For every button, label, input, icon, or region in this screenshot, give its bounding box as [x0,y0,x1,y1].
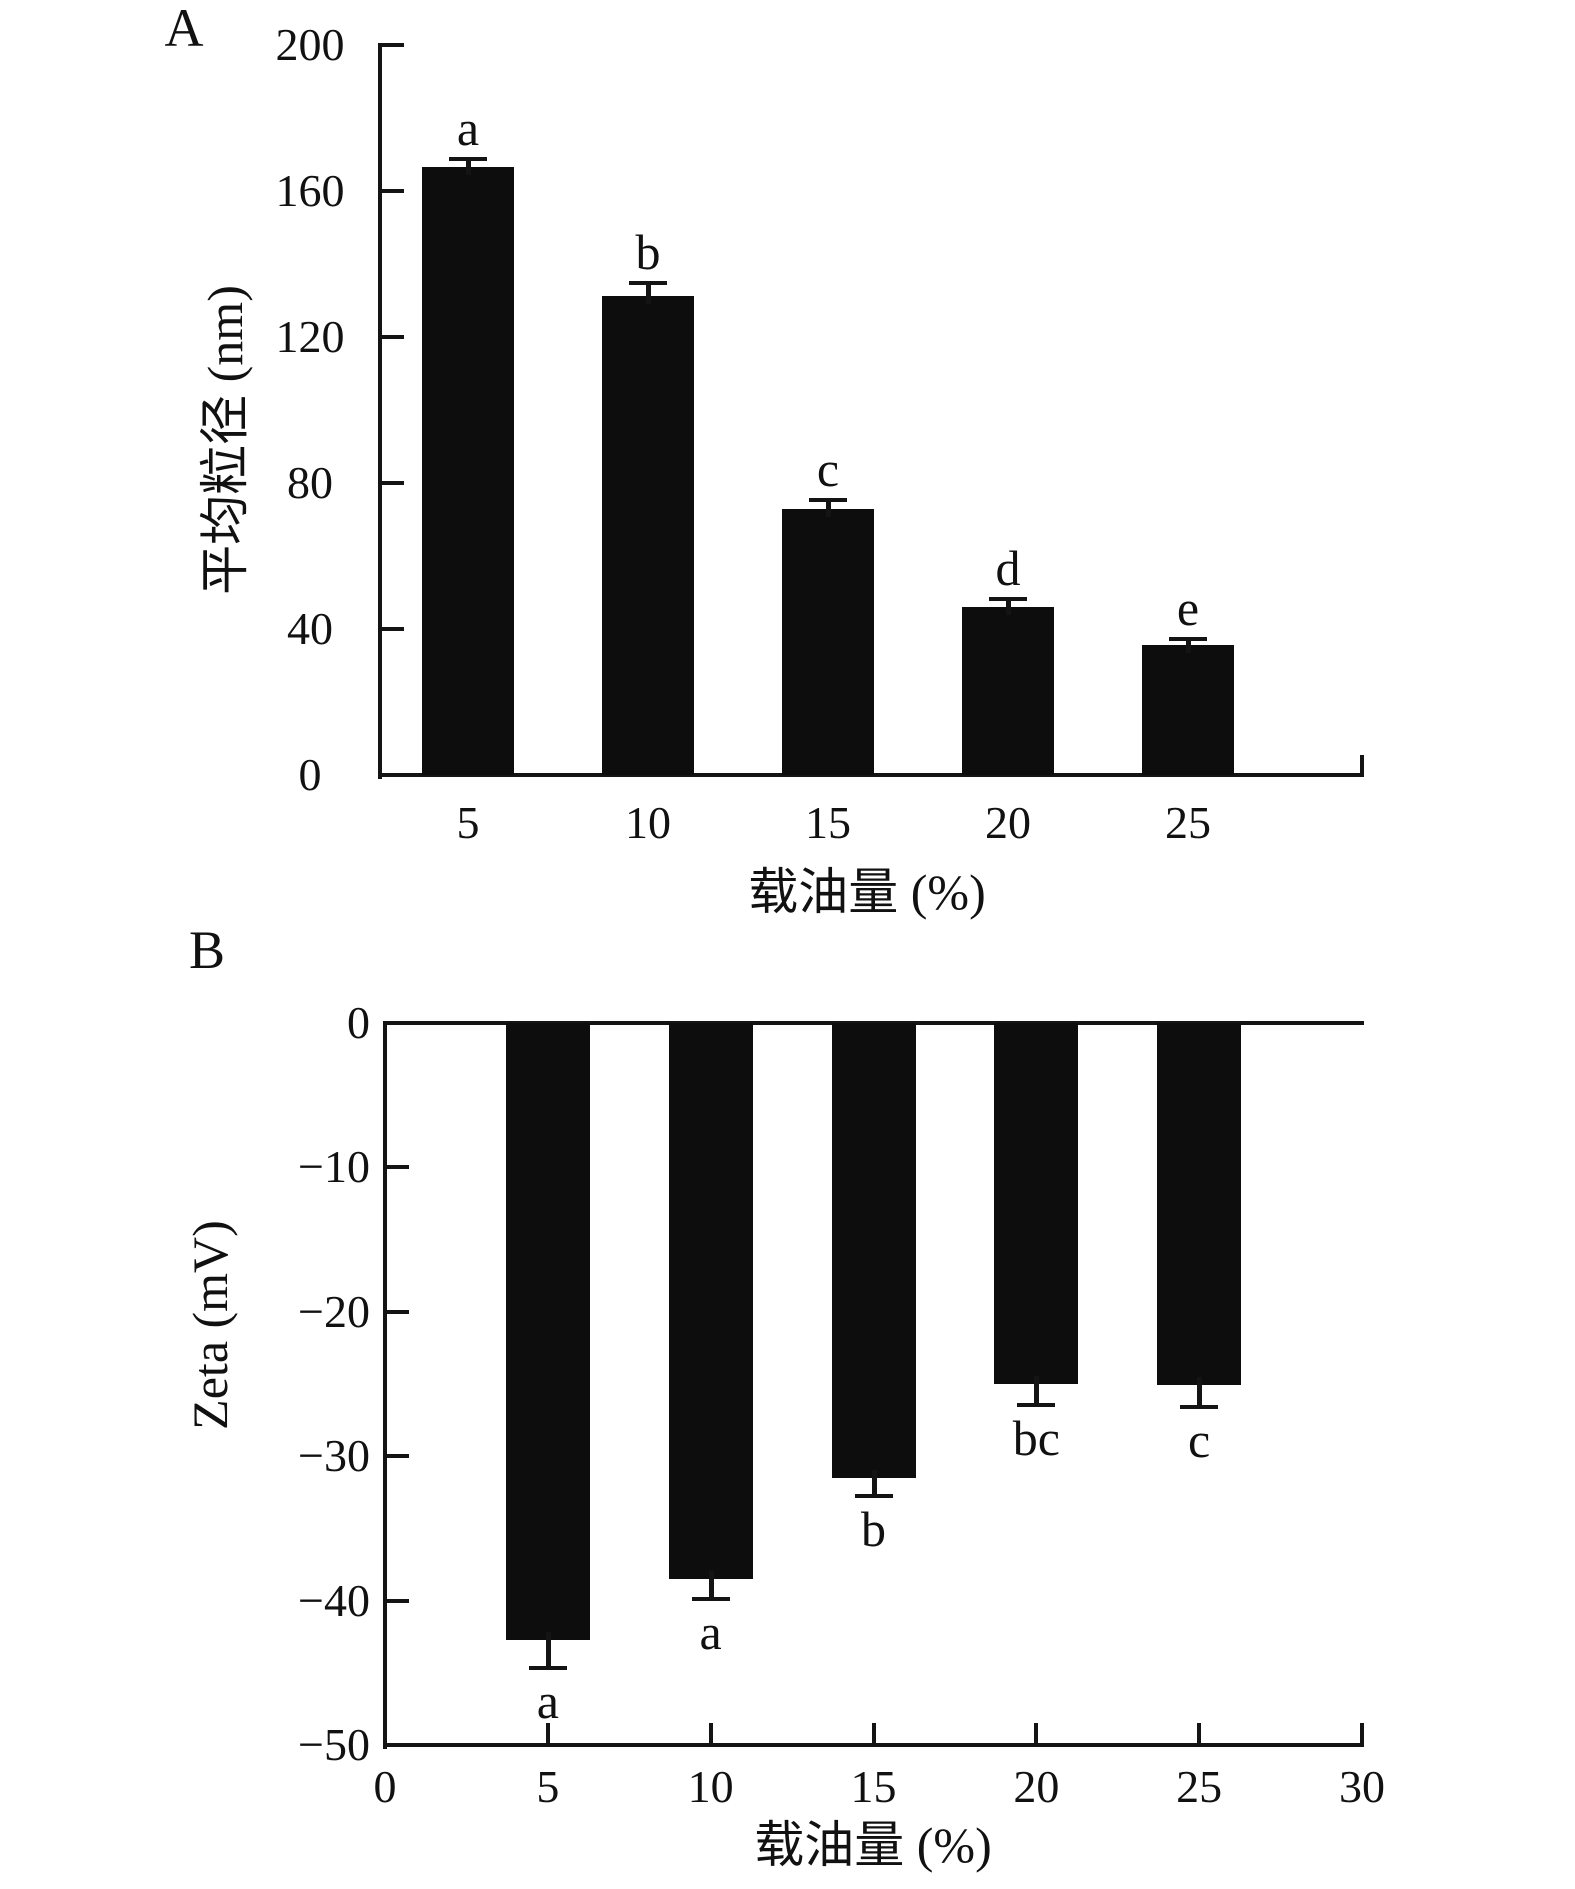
panel-b-x-axis [383,1743,1364,1747]
panel-b-error-cap [691,1596,730,1601]
panel-a-sig-letter: a [456,100,480,157]
panel-b-error-stem [708,1570,714,1598]
panel-a-y-tick-label: 160 [275,165,345,216]
panel-b-y-tick [387,1309,409,1314]
panel-a-bar [422,166,514,775]
panel-b-error-cap [1180,1404,1219,1409]
panel-b-y-tick-label: −20 [298,1285,370,1337]
panel-b-y-axis-title: Zeta (mV) [182,1220,238,1430]
panel-b-x-tick-label: 5 [536,1761,560,1812]
panel-b-sig-letter: a [699,1603,722,1660]
panel-a-error-cap [809,497,847,502]
panel-b-error-cap [854,1494,893,1499]
panel-b-y-tick [387,1454,409,1459]
panel-a-y-tick [382,335,404,339]
panel-b-x-tick-label: 25 [1176,1761,1223,1812]
panel-a-y-axis [378,43,382,779]
panel-a-x-tick-label: 15 [805,797,851,848]
panel-a-y-tick-label: 40 [287,603,333,654]
panel-a-x-axis [378,773,1364,777]
panel-b-bar [831,1023,916,1478]
panel-a-bar [782,508,874,775]
panel-a-error-cap [449,157,487,162]
panel-a-y-tick-label: 80 [287,457,333,508]
panel-a-x-tick-label: 25 [1165,797,1211,848]
panel-a-sig-letter: b [635,223,661,280]
panel-b-y-tick-label: −10 [298,1141,370,1193]
panel-a-error-stem [646,283,651,304]
panel-b-error-cap [528,1666,567,1671]
panel-a-y-tick [382,481,404,485]
panel-b-x-tick [708,1723,713,1743]
panel-a-y-tick-label: 120 [275,311,345,362]
panel-a-x-tick-label: 20 [985,797,1031,848]
panel-a-sig-letter: d [995,540,1021,597]
panel-b-error-stem [1034,1376,1040,1405]
panel-b-bar [505,1023,590,1640]
panel-b-letter: B [188,920,226,980]
panel-a-error-cap [989,597,1027,602]
panel-b-error-stem [871,1469,877,1496]
panel-b-sig-letter: b [861,1501,886,1558]
panel-a-sig-letter: c [816,440,840,497]
panel-b-error-cap [1017,1403,1056,1408]
panel-b-y-tick-label: 0 [347,997,370,1048]
panel-b-bar [994,1023,1079,1384]
panel-b-y-tick-label: −30 [298,1430,370,1482]
panel-a-bar [1142,645,1234,775]
panel-a-bar [962,607,1054,775]
panel-a-error-stem [1186,639,1191,654]
panel-a-y-tick [382,189,404,193]
panel-a-y-tick [382,627,404,631]
panel-a-error-stem [1006,600,1011,616]
panel-b-x-tick [1034,1723,1039,1743]
panel-b-x-axis-title: 载油量 (%) [754,1817,992,1873]
panel-a-bar [602,295,694,775]
panel-a-sig-letter: e [1176,579,1200,636]
panel-a-error-stem [826,500,831,517]
panel-a-y-axis-title: 平均粒径 (nm) [197,285,253,595]
panel-b-sig-letter: bc [1012,1410,1060,1467]
panel-b-y-tick-label: −50 [298,1719,370,1770]
panel-b-bar [1157,1023,1242,1386]
panel-a-error-stem [466,160,471,175]
panel-b-y-axis [383,1021,387,1749]
panel-b-x-tick-label: 0 [373,1761,397,1812]
panel-a-y-tick [382,43,404,47]
panel-b-x-tick [1197,1723,1202,1743]
panel-b-x-tick-label: 20 [1013,1761,1060,1812]
panel-a-x-tick-label: 5 [456,797,480,848]
panel-b-x-tick-label: 30 [1339,1761,1385,1812]
panel-a-error-cap [1169,636,1207,641]
panel-b-error-stem [545,1631,551,1667]
panel-a-y-tick-label: 0 [298,749,322,800]
panel-b-x-tick [1360,1723,1364,1743]
panel-a-x-tick-label: 10 [625,797,671,848]
panel-b-x-tick [545,1723,550,1743]
panel-a-letter: A [164,0,204,58]
panel-b-y-tick [387,1598,409,1603]
panel-a-x-axis-end-tick [1360,755,1364,775]
panel-b-y-tick [387,1165,409,1170]
panel-a-y-tick-label: 200 [275,19,345,70]
panel-b-x-tick-label: 10 [687,1761,734,1812]
panel-b-y-tick-label: −40 [298,1574,370,1626]
panel-b-sig-letter: a [536,1673,559,1730]
panel-a-error-cap [629,280,667,285]
panel-b-x-tick-label: 15 [850,1761,897,1812]
panel-b-bar [668,1023,753,1579]
panel-b-error-stem [1197,1377,1203,1406]
panel-a-x-axis-title: 载油量 (%) [748,864,986,920]
panel-b-sig-letter: c [1188,1411,1211,1468]
panel-b-x-tick [871,1723,876,1743]
